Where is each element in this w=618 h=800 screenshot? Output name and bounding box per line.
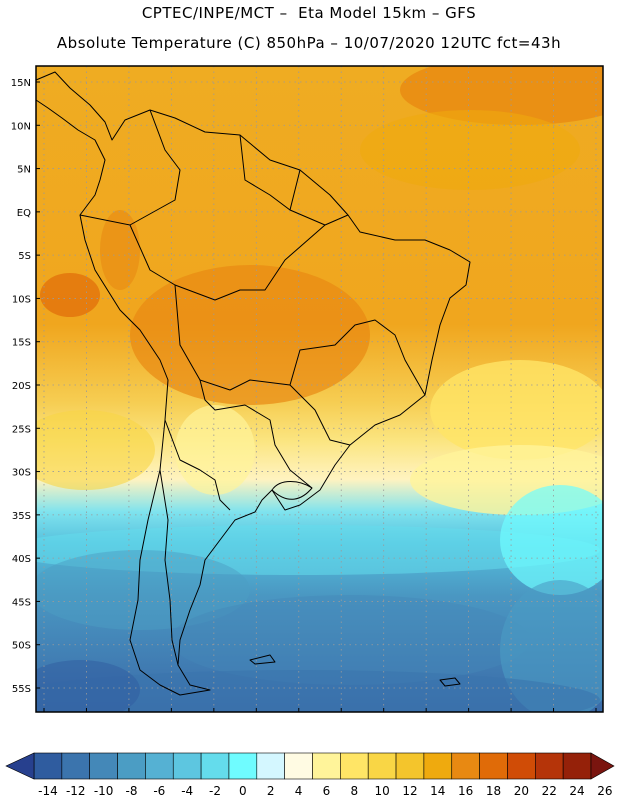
colorbar-box [395, 752, 425, 780]
colorbar-left-arrow [5, 752, 35, 780]
lat-label: 45S [12, 597, 31, 608]
lat-label: 25S [12, 424, 31, 435]
colorbar-box [562, 752, 592, 780]
colorbar-box [312, 752, 341, 780]
lon-label: 25W [542, 719, 565, 720]
colorbar-tick-label: -6 [153, 784, 165, 798]
colorbar-box [33, 752, 63, 780]
lat-label: EQ [17, 208, 31, 219]
colorbar-box [228, 752, 258, 780]
lon-label: 30W [500, 719, 523, 720]
colorbar-tick-label: 2 [267, 784, 275, 798]
colorbar-tick-label: 14 [430, 784, 445, 798]
colorbar-box [479, 752, 508, 780]
lat-label: 40S [12, 554, 31, 565]
colorbar-box [367, 752, 397, 780]
lat-label: 50S [12, 641, 31, 652]
lat-label: 10S [12, 294, 31, 305]
colorbar-box [61, 752, 90, 780]
lat-label: 15N [11, 78, 31, 89]
colorbar-box [534, 752, 564, 780]
lat-label: 35S [12, 511, 31, 522]
colorbar-box [256, 752, 285, 780]
coastlines [35, 71, 471, 696]
colorbar-box [145, 752, 174, 780]
lon-label: 55W [287, 719, 310, 720]
colorbar-box [423, 752, 453, 780]
colorbar-tick-label: 22 [542, 784, 557, 798]
grid-lines [36, 66, 603, 712]
colorbar-box [284, 752, 313, 780]
colorbar-tick-label: 20 [514, 784, 529, 798]
lon-label: 65W [203, 719, 226, 720]
colorbar: -14 -12 -10 -8 -6 -4 -2 0 2 4 6 8 10 12 14 16 18 20 22 24 26… [5, 752, 615, 798]
colorbar-tick-label: 4 [295, 784, 303, 798]
lon-label: 35W [457, 719, 480, 720]
lat-label: 20S [12, 381, 31, 392]
colorbar-right-arrow [590, 752, 615, 780]
lon-label: 70W [160, 719, 183, 720]
title-line-2: Absolute Temperature (C) 850hPa – 10/07/… [56, 34, 562, 52]
colorbar-box [117, 752, 146, 780]
latitude-labels: 15N 10N 5N EQ 5S 10S 15S 20S 25S 30S 35S 40S 45S 50S 5… [11, 78, 40, 695]
colorbar-tick-label: 0 [239, 784, 247, 798]
lat-label: 15S [12, 338, 31, 349]
lon-label: 60W [245, 719, 268, 720]
colorbar-tick-label: 10 [374, 784, 389, 798]
colorbar-tick-label: -2 [209, 784, 221, 798]
lat-label: 55S [12, 684, 31, 695]
colorbar-box [507, 752, 536, 780]
colorbar-box [340, 752, 369, 780]
lat-label: 10N [11, 121, 31, 132]
colorbar-tick-label: 16 [458, 784, 473, 798]
lon-label: 50W [330, 719, 353, 720]
title-line-1: CPTEC/INPE/MCT – Eta Model 15km – GFS [141, 4, 477, 22]
temperature-field [36, 66, 603, 712]
colorbar-tick-label: -4 [181, 784, 193, 798]
colorbar-tick-label: 26 [597, 784, 612, 798]
lat-label: 5S [18, 251, 31, 262]
colorbar-tick-label: -10 [94, 784, 114, 798]
colorbar-tick-label: 6 [323, 784, 331, 798]
lon-label: 75W [118, 719, 141, 720]
colorbar-tick-label: -14 [38, 784, 58, 798]
lat-label: 5N [17, 165, 31, 176]
lon-label: 85W [33, 719, 56, 720]
lon-label: 20W [585, 719, 608, 720]
colorbar-box [172, 752, 202, 780]
colorbar-box [200, 752, 230, 780]
map-frame [35, 65, 604, 713]
lon-label: 45W [372, 719, 395, 720]
lon-label: 80W [75, 719, 98, 720]
colorbar-tick-label: 24 [569, 784, 584, 798]
lat-label: 30S [12, 468, 31, 479]
temperature-map: 15N 10N 5N EQ 5S 10S 15S 20S 25S 30S 35S 40S 45S 50S 5… [11, 65, 608, 720]
colorbar-box [451, 752, 480, 780]
colorbar-tick-label: 12 [402, 784, 417, 798]
longitude-labels: 85W 80W 75W 70W 65W 60W 55W 50W 45W 40W 35W 30W 25W 2… [33, 708, 608, 720]
colorbar-tick-label: -12 [66, 784, 86, 798]
colorbar-tick-label: 18 [486, 784, 501, 798]
colorbar-box [89, 752, 118, 780]
colorbar-tick-label: 8 [350, 784, 358, 798]
colorbar-tick-label: -8 [125, 784, 137, 798]
lon-label: 40W [415, 719, 438, 720]
